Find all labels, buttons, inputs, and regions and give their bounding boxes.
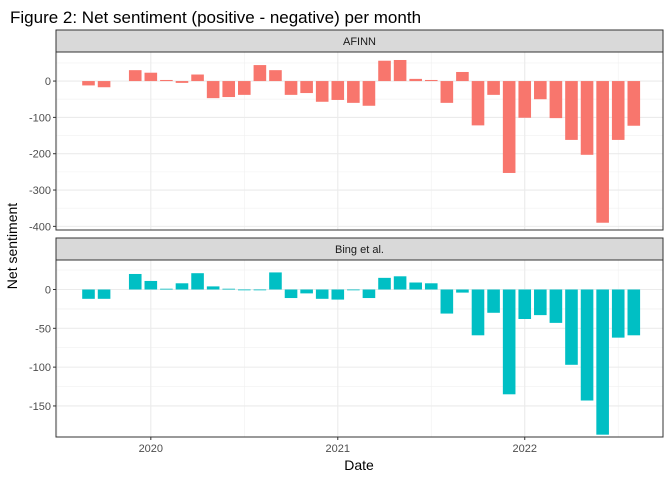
x-tick-label: 2022: [512, 443, 536, 455]
facet-afinn: AFINN 0 -100 -200 -300 -400: [29, 29, 664, 233]
bar-2021-08: [440, 289, 454, 314]
bar-2022-04: [565, 289, 578, 365]
y-tick-label: -100: [29, 362, 51, 374]
bar-2019-10: [97, 289, 111, 299]
y-tick-label: 0: [45, 76, 51, 88]
bar-2020-11: [300, 81, 313, 94]
bar-2020-02: [160, 288, 173, 290]
bar-2022-08: [627, 289, 641, 336]
bar-2020-08: [253, 65, 267, 82]
bar-2020-12: [315, 81, 329, 102]
bar-2021-07: [424, 283, 438, 290]
y-axis-title: Net sentiment: [4, 203, 20, 289]
bar-2022-03: [549, 289, 563, 323]
bar-2022-03: [549, 81, 563, 119]
bar-2020-07: [238, 289, 251, 291]
bar-2020-03: [175, 283, 189, 290]
bar-2022-01: [518, 289, 532, 319]
bar-2022-02: [534, 289, 547, 316]
bar-2020-05: [206, 81, 220, 99]
bar-2020-09: [269, 272, 282, 290]
bar-2021-03: [362, 289, 376, 299]
bar-2022-04: [565, 81, 578, 140]
y-tick-label: -300: [29, 185, 51, 197]
bar-2022-05: [580, 81, 594, 155]
bar-2020-09: [269, 70, 282, 82]
bar-2022-07: [611, 289, 625, 338]
bar-2020-04: [191, 273, 204, 290]
x-axis-title: Date: [344, 457, 374, 473]
bar-2020-06: [222, 288, 236, 290]
facet-bing: Bing et al. 0 -50 -100 -150: [29, 237, 664, 438]
facet-strip-label: AFINN: [343, 36, 376, 48]
y-tick-label: 0: [45, 285, 51, 297]
y-tick-label: -100: [29, 112, 51, 124]
bar-2021-05: [393, 276, 407, 290]
facet-strip-label: Bing et al.: [335, 244, 384, 256]
bar-2020-10: [284, 289, 298, 299]
bar-2021-04: [378, 60, 391, 82]
bar-2020-11: [300, 289, 313, 294]
bar-2021-04: [378, 277, 391, 290]
bar-2021-05: [393, 59, 407, 82]
bar-2021-09: [456, 71, 469, 82]
bar-2019-09: [82, 81, 95, 86]
bar-2022-02: [534, 81, 547, 100]
x-axis: 2020 2021 2022: [139, 437, 537, 455]
bar-2022-05: [580, 289, 594, 401]
bar-2021-11: [487, 289, 500, 313]
bar-2020-01: [144, 72, 158, 82]
bar-2021-06: [409, 282, 422, 290]
bar-2020-10: [284, 81, 298, 95]
bar-2021-01: [331, 81, 345, 100]
bar-2021-11: [487, 81, 500, 95]
bar-2021-12: [502, 81, 516, 173]
bar-2022-06: [596, 81, 609, 223]
bar-2020-07: [238, 81, 251, 95]
bar-2022-06: [596, 289, 609, 435]
bar-2020-02: [160, 79, 173, 82]
bar-2022-01: [518, 81, 532, 118]
bar-2021-09: [456, 289, 469, 293]
x-tick-label: 2020: [139, 443, 163, 455]
y-tick-label: -150: [29, 401, 51, 413]
bar-2022-07: [611, 81, 625, 140]
chart-title: Figure 2: Net sentiment (positive - nega…: [10, 8, 421, 27]
bar-2019-12: [128, 70, 142, 82]
y-tick-label: -200: [29, 149, 51, 161]
bar-2019-10: [97, 81, 111, 88]
bar-2021-08: [440, 81, 454, 103]
bar-2021-01: [331, 289, 345, 300]
y-tick-label: -400: [29, 221, 51, 233]
bar-2020-06: [222, 81, 236, 98]
bar-2020-03: [175, 81, 189, 83]
bar-2019-12: [128, 273, 142, 290]
bar-2021-12: [502, 289, 516, 395]
bar-2020-04: [191, 74, 204, 82]
bar-2021-03: [362, 81, 376, 106]
bar-2020-08: [253, 289, 267, 291]
x-tick-label: 2021: [326, 443, 350, 455]
bar-2020-05: [206, 286, 220, 290]
bar-2021-10: [471, 289, 485, 336]
bar-2021-07: [424, 79, 438, 82]
bar-2019-09: [82, 289, 95, 299]
bar-2021-06: [409, 78, 422, 82]
bar-2021-10: [471, 81, 485, 126]
bar-2021-02: [347, 81, 360, 103]
panel-border: [55, 259, 664, 438]
y-tick-label: -50: [35, 323, 51, 335]
panel-border: [55, 51, 664, 231]
bar-2021-02: [347, 289, 360, 291]
bar-2022-08: [627, 81, 641, 126]
bar-2020-12: [315, 289, 329, 299]
facet-panels: AFINN 0 -100 -200 -300 -400 Bing et al. 0 -50 -10…: [29, 29, 664, 438]
bar-2020-01: [144, 280, 158, 290]
